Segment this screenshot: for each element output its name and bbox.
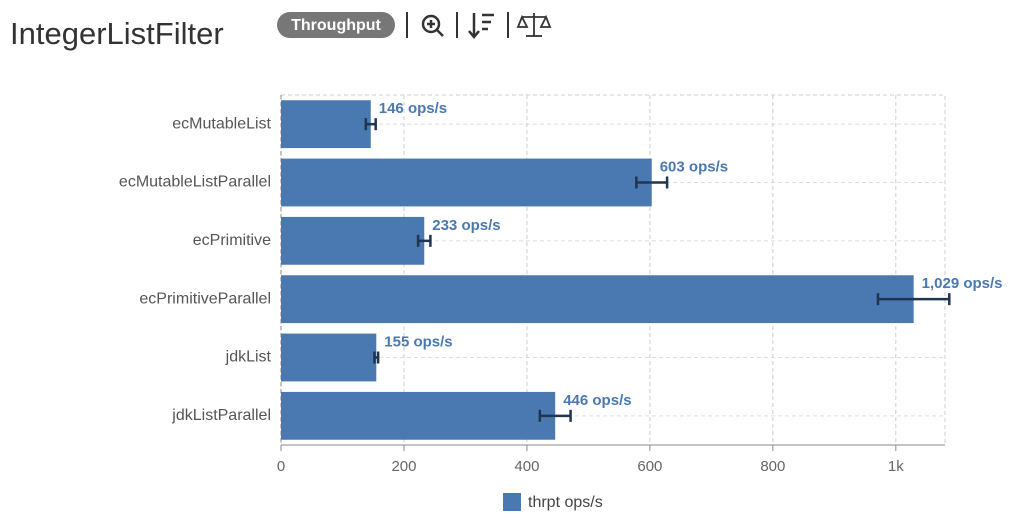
value-label: 446 ops/s — [563, 392, 631, 409]
value-label: 233 ops/s — [432, 217, 500, 234]
badge-bg[interactable] — [277, 12, 395, 38]
error-bar — [876, 293, 951, 306]
error-bar — [364, 118, 377, 131]
legend-label: thrpt ops/s — [528, 494, 603, 511]
y-tick-label: ecMutableListParallel — [119, 174, 271, 191]
bar — [281, 100, 371, 149]
y-tick-label: jdkListParallel — [171, 407, 271, 424]
value-label: 146 ops/s — [379, 100, 447, 117]
y-tick-label: jdkList — [225, 349, 272, 366]
error-bar — [416, 234, 432, 247]
value-label: 603 ops/s — [660, 159, 728, 176]
bar — [281, 275, 914, 324]
sort-icon[interactable] — [468, 13, 494, 39]
bar — [281, 391, 556, 440]
zoom-icon[interactable] — [421, 14, 444, 37]
page-title: IntegerListFilter — [10, 16, 224, 51]
y-tick-label: ecPrimitiveParallel — [139, 290, 271, 307]
y-tick-label: ecMutableList — [172, 115, 271, 132]
value-label: 155 ops/s — [384, 334, 452, 351]
x-tick-label: 1k — [888, 458, 904, 475]
x-tick-label: 400 — [514, 458, 539, 475]
y-tick-label: ecPrimitive — [193, 232, 271, 249]
bar — [281, 158, 652, 207]
x-tick-label: 600 — [637, 458, 662, 475]
error-bar — [538, 409, 572, 422]
x-tick-label: 200 — [391, 458, 416, 475]
compare-icon[interactable] — [516, 13, 552, 37]
badge[interactable]: Throughput — [291, 17, 381, 34]
x-tick-label: 0 — [277, 458, 285, 475]
bar — [281, 333, 377, 382]
error-bar — [373, 351, 380, 364]
legend-swatch — [503, 493, 521, 511]
bar — [281, 216, 425, 265]
error-bar — [635, 176, 669, 189]
value-label: 1,029 ops/s — [922, 275, 1003, 292]
x-tick-label: 800 — [760, 458, 785, 475]
